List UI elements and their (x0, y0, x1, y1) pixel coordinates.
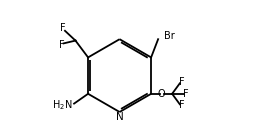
Text: N: N (116, 112, 123, 122)
Text: F: F (183, 89, 189, 99)
Text: Br: Br (164, 31, 175, 41)
Text: F: F (59, 40, 65, 50)
Text: F: F (179, 77, 184, 87)
Text: F: F (179, 100, 184, 110)
Text: F: F (60, 23, 66, 33)
Text: H$_2$N: H$_2$N (51, 98, 72, 112)
Text: O: O (158, 89, 165, 99)
